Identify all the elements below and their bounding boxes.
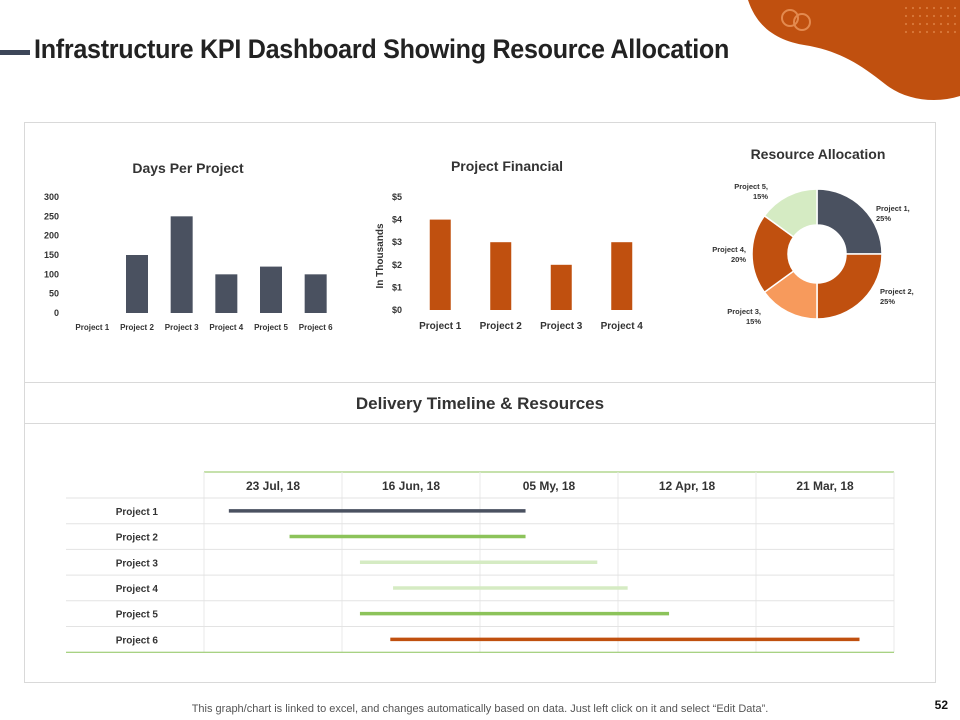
y-tick-label: $2 bbox=[392, 260, 402, 270]
x-tick-label: Project 2 bbox=[120, 323, 154, 332]
y-tick-label: $0 bbox=[392, 305, 402, 315]
bar bbox=[126, 255, 148, 313]
bar bbox=[490, 242, 512, 310]
x-tick-label: Project 4 bbox=[209, 323, 243, 332]
y-tick-label: $3 bbox=[392, 237, 402, 247]
y-tick-label: 100 bbox=[44, 269, 59, 279]
column-header: 16 Jun, 18 bbox=[382, 479, 440, 493]
row-label: Project 3 bbox=[116, 558, 159, 569]
section-divider bbox=[24, 423, 936, 424]
y-tick-label: 0 bbox=[54, 308, 59, 318]
slice-label: Project 2, bbox=[880, 287, 914, 296]
slice-percent: 25% bbox=[876, 214, 891, 223]
page-title: Infrastructure KPI Dashboard Showing Res… bbox=[34, 34, 730, 64]
slice-label: Project 3, bbox=[727, 307, 761, 316]
bar bbox=[550, 264, 572, 310]
column-header: 12 Apr, 18 bbox=[659, 479, 716, 493]
y-tick-label: 250 bbox=[44, 211, 59, 221]
pie-slice bbox=[816, 188, 883, 255]
row-label: Project 6 bbox=[116, 635, 159, 646]
y-tick-label: $4 bbox=[392, 215, 402, 225]
slice-label: Project 1, bbox=[876, 204, 910, 213]
row-label: Project 2 bbox=[116, 533, 159, 544]
title-accent-bar bbox=[0, 50, 30, 55]
column-header: 21 Mar, 18 bbox=[796, 479, 854, 493]
row-label: Project 1 bbox=[116, 507, 159, 518]
x-tick-label: Project 2 bbox=[480, 321, 523, 332]
column-header: 05 My, 18 bbox=[523, 479, 576, 493]
x-tick-label: Project 3 bbox=[165, 323, 199, 332]
section-divider bbox=[24, 382, 936, 383]
bar bbox=[611, 242, 633, 310]
slice-percent: 20% bbox=[731, 255, 746, 264]
footnote: This graph/chart is linked to excel, and… bbox=[191, 703, 769, 715]
bar bbox=[260, 266, 282, 313]
x-tick-label: Project 1 bbox=[419, 321, 462, 332]
row-label: Project 4 bbox=[116, 584, 159, 595]
y-tick-label: $5 bbox=[392, 192, 402, 202]
y-axis-label: In Thousands bbox=[375, 223, 386, 288]
y-tick-label: 50 bbox=[49, 289, 59, 299]
slice-label: Project 4, bbox=[712, 245, 746, 254]
bar bbox=[429, 219, 451, 310]
chart-title: Resource Allocation bbox=[751, 146, 886, 162]
x-tick-label: Project 6 bbox=[299, 323, 333, 332]
timeline-title: Delivery Timeline & Resources bbox=[355, 394, 605, 413]
page-number: 52 bbox=[934, 698, 948, 712]
y-tick-label: $1 bbox=[392, 282, 402, 292]
y-tick-label: 200 bbox=[44, 231, 59, 241]
y-tick-label: 300 bbox=[44, 192, 59, 202]
y-tick-label: 150 bbox=[44, 250, 59, 260]
x-tick-label: Project 4 bbox=[601, 321, 644, 332]
dot-pattern bbox=[904, 6, 957, 34]
bar bbox=[304, 274, 327, 313]
rings-icon bbox=[781, 9, 811, 31]
x-tick-label: Project 5 bbox=[254, 323, 288, 332]
chart-title: Project Financial bbox=[451, 158, 563, 174]
dashboard-panel bbox=[24, 122, 936, 683]
x-tick-label: Project 1 bbox=[75, 323, 109, 332]
x-tick-label: Project 3 bbox=[540, 321, 583, 332]
slice-percent: 25% bbox=[880, 297, 895, 306]
slice-label: Project 5, bbox=[734, 182, 768, 191]
slice-percent: 15% bbox=[746, 317, 761, 326]
bar bbox=[215, 274, 238, 313]
row-label: Project 5 bbox=[116, 610, 159, 621]
bar bbox=[170, 216, 193, 313]
column-header: 23 Jul, 18 bbox=[246, 479, 300, 493]
pie-slice bbox=[763, 188, 818, 239]
slice-percent: 15% bbox=[753, 192, 768, 201]
pie-slice bbox=[816, 253, 883, 320]
chart-title: Days Per Project bbox=[132, 160, 244, 176]
